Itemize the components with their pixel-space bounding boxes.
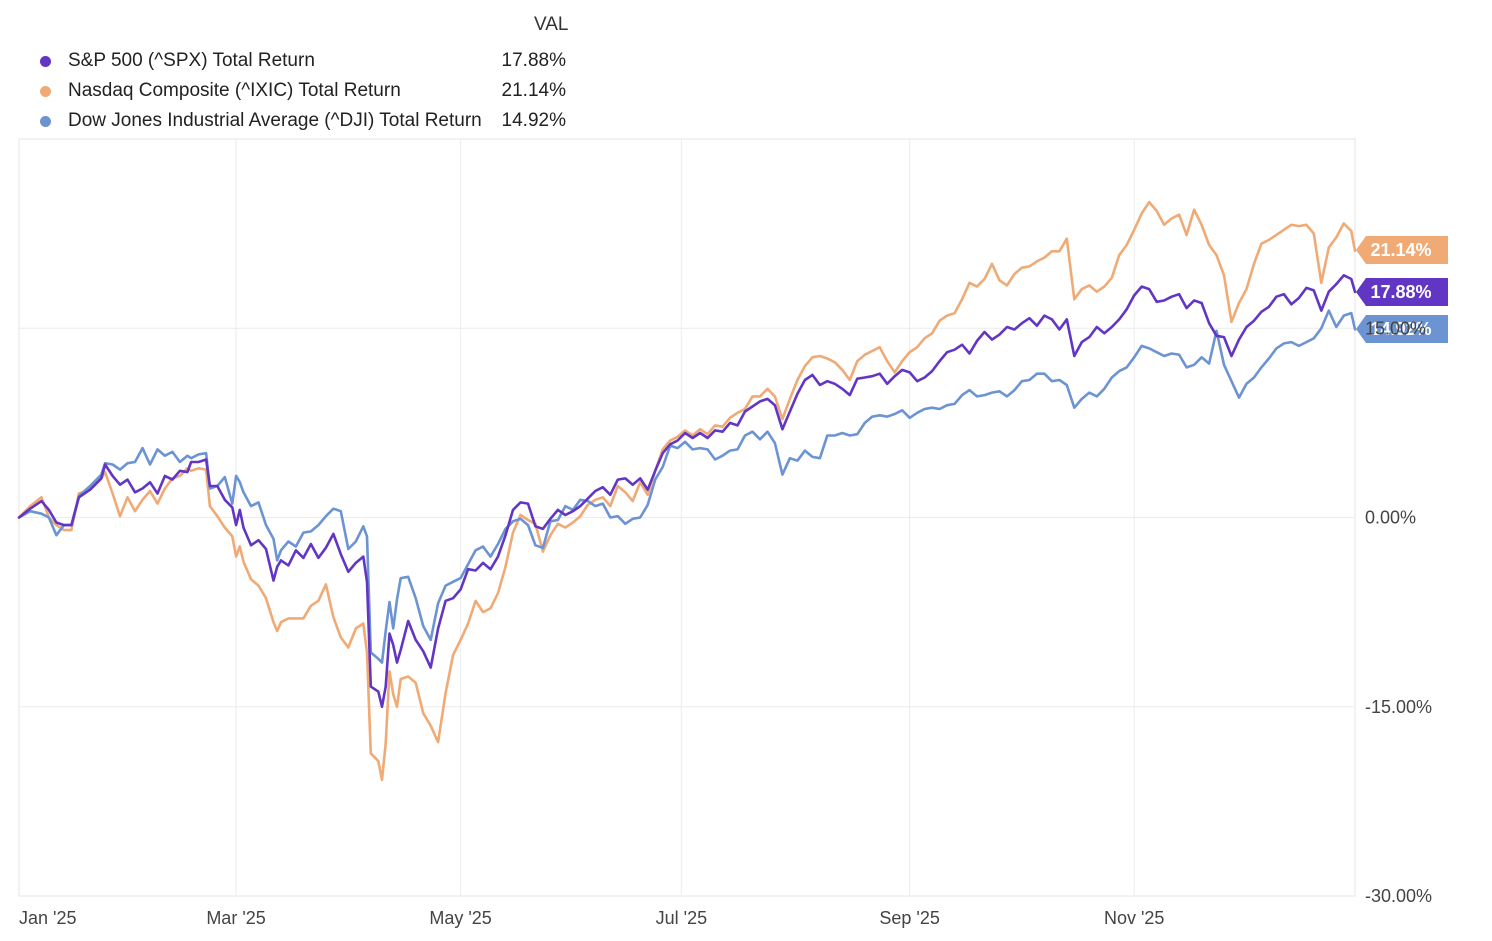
end-label-tag-0 <box>1356 278 1448 306</box>
legend-value-spx: 17.88% <box>501 50 566 71</box>
series-lines <box>17 200 1357 782</box>
y-tick-label-hidden: 15.00% <box>1365 318 1426 338</box>
legend-dot-dji <box>40 116 51 127</box>
end-labels: 21.14% 17.88% 14.92% <box>1356 236 1448 343</box>
legend-item-ixic[interactable]: Nasdaq Composite (^IXIC) Total Return 21… <box>36 76 576 106</box>
x-tick-label: May '25 <box>429 908 491 928</box>
x-tick-label: Jan '25 <box>19 908 76 928</box>
legend-name-dji: Dow Jones Industrial Average (^DJI) Tota… <box>68 110 482 131</box>
y-tick-label: -30.00% <box>1365 886 1432 906</box>
series-line-1[interactable] <box>17 200 1357 782</box>
x-tick-label: Jul '25 <box>656 908 707 928</box>
legend-item-dji[interactable]: Dow Jones Industrial Average (^DJI) Tota… <box>36 106 576 136</box>
end-label-text-2: 14.92% <box>1370 319 1431 339</box>
end-label-text-0: 17.88% <box>1370 282 1431 302</box>
legend-name-ixic: Nasdaq Composite (^IXIC) Total Return <box>68 80 401 101</box>
legend-dot-ixic <box>40 86 51 97</box>
legend-item-spx[interactable]: S&P 500 (^SPX) Total Return 17.88% <box>36 46 576 76</box>
series-line-2[interactable] <box>17 309 1357 664</box>
x-tick-label: Sep '25 <box>879 908 940 928</box>
legend-name-spx: S&P 500 (^SPX) Total Return <box>68 50 315 71</box>
legend-value-dji: 14.92% <box>501 110 566 131</box>
x-tick-label: Nov '25 <box>1104 908 1164 928</box>
legend-value-header: VAL <box>534 14 569 35</box>
y-tick-label: 0.00% <box>1365 508 1416 528</box>
end-label-tag-1 <box>1356 236 1448 264</box>
series-line-0[interactable] <box>17 274 1357 709</box>
end-label-tag-2 <box>1356 315 1448 343</box>
end-label-text-1: 21.14% <box>1370 240 1431 260</box>
legend-dot-spx <box>40 56 51 67</box>
x-tick-label: Mar '25 <box>206 908 265 928</box>
legend-value-ixic: 21.14% <box>501 80 566 101</box>
y-tick-label: -15.00% <box>1365 697 1432 717</box>
axes: Jan '25 Mar '25 May '25 Jul '25 Sep '25 Nov '… <box>19 318 1432 928</box>
